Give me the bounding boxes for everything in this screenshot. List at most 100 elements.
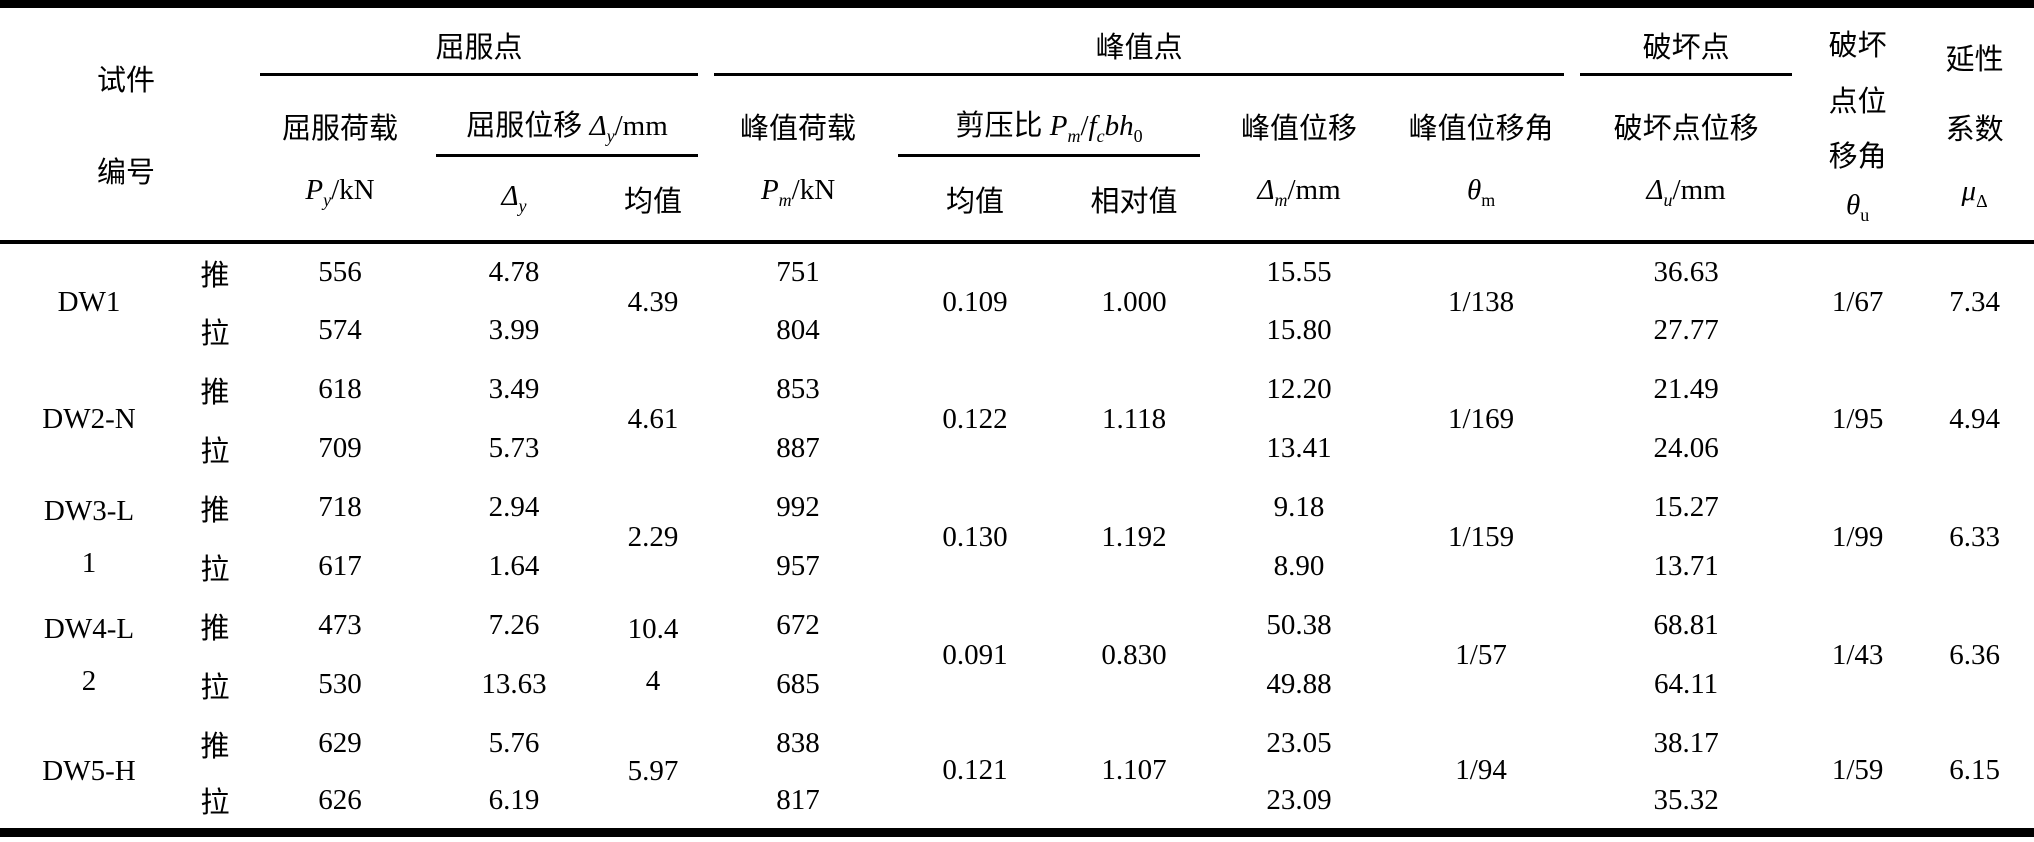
specimen-id-line: 1 — [81, 547, 97, 579]
ductility-cell: 6.33 — [1949, 520, 2000, 553]
table-body: DW1 推 556 4.78 4.39 751 0.109 1.000 15.5… — [0, 242, 2034, 832]
header-row-sub: 屈服荷载 Py/kN 屈服位移 Δy/mm 峰值荷载 Pm/kN 剪压比 Pm/… — [0, 76, 2034, 210]
specimen-id-line: DW3-L — [43, 495, 135, 527]
table-row: DW3-L 1 推 718 2.94 2.29 992 0.130 1.192 9… — [0, 478, 2034, 579]
table-row: DW5-H 推 629 5.76 5.97 838 0.121 1.107 23… — [0, 714, 2034, 787]
table-row: DW1 推 556 4.78 4.39 751 0.109 1.000 15.5… — [0, 242, 2034, 318]
ductility-cell: 6.15 — [1949, 754, 2000, 787]
failure-angle-cell: 1/67 — [1831, 285, 1884, 318]
peak-load-label: 峰值荷载 — [740, 113, 857, 146]
shear-relative-cell: 1.118 — [1101, 402, 1167, 435]
ductility-line: 延性 — [1945, 43, 2004, 76]
direction-cell: 推 — [200, 730, 230, 763]
failure-group-label: 破坏点 — [1580, 24, 1793, 76]
direction-cell: 拉 — [200, 317, 230, 350]
failure-disp-cell: 15.27 — [1653, 491, 1719, 523]
peak-disp-cell: 23.09 — [1266, 783, 1332, 816]
yield-disp-cell: 2.94 — [488, 491, 540, 523]
direction-cell: 推 — [200, 376, 230, 409]
shear-relative-cell: 1.107 — [1101, 754, 1167, 787]
peak-angle-cell: 1/159 — [1448, 520, 1515, 553]
peak-disp-cell: 15.80 — [1266, 314, 1332, 346]
specimen-id: DW2-N — [0, 360, 178, 478]
peak-load-cell: 887 — [776, 432, 820, 464]
direction-cell: 推 — [200, 494, 230, 527]
failure-disp-cell: 68.81 — [1653, 609, 1719, 641]
yield-mean-line: 10.4 — [627, 613, 679, 645]
ductility-symbol: μΔ — [1961, 175, 1988, 212]
peak-group-label: 峰值点 — [714, 24, 1565, 76]
table-row: DW4-L 2 推 473 7.26 10.4 4 672 0.091 0.830 … — [0, 596, 2034, 697]
failure-angle-cell: 1/95 — [1831, 402, 1884, 435]
specimen-header-line: 编号 — [97, 156, 156, 189]
failure-angle-cell: 1/59 — [1831, 754, 1884, 787]
col-header-ductility: 延性 系数 μΔ — [1915, 4, 2034, 242]
col-header-peak-load: 峰值荷载 Pm/kN — [706, 76, 890, 242]
peak-disp-cell: 9.18 — [1273, 491, 1325, 523]
failure-disp-header: 破坏点位移 Δu/mm — [1572, 78, 1800, 238]
yield-load-cell: 626 — [318, 783, 362, 816]
specimen-id: DW5-H — [0, 714, 178, 832]
col-header-failure-disp: 破坏点位移 Δu/mm — [1572, 76, 1800, 242]
peak-disp-cell: 23.05 — [1266, 727, 1332, 759]
peak-angle-cell: 1/169 — [1448, 402, 1515, 435]
failure-angle-symbol: θu — [1845, 189, 1870, 226]
failure-disp-cell: 24.06 — [1653, 432, 1719, 464]
ductility-cell: 7.34 — [1949, 285, 2000, 318]
yield-disp-cell: 3.99 — [488, 314, 540, 346]
specimen-id-line: DW2-N — [42, 403, 136, 435]
direction-cell: 拉 — [200, 553, 230, 586]
peak-disp-cell: 15.55 — [1266, 256, 1332, 288]
table-row: DW2-N 推 618 3.49 4.61 853 0.122 1.118 12… — [0, 360, 2034, 435]
specimen-id-line: DW4-L — [43, 613, 135, 645]
peak-disp-header: 峰值位移 Δm/mm — [1208, 78, 1390, 238]
col-header-peak-disp: 峰值位移 Δm/mm — [1208, 76, 1390, 242]
col-header-delta-y: Δy — [501, 180, 527, 216]
col-header-specimen: 试件 编号 — [0, 4, 252, 242]
failure-disp-cell: 64.11 — [1654, 668, 1719, 700]
table-row: 拉 574 3.99 804 15.80 27.77 — [0, 301, 2034, 360]
failure-disp-cell: 27.77 — [1653, 314, 1719, 346]
ductility-header: 延性 系数 μΔ — [1915, 8, 2034, 240]
peak-load-cell: 853 — [776, 373, 820, 405]
direction-cell: 拉 — [200, 787, 230, 820]
specimen-id: DW4-L 2 — [0, 596, 178, 714]
peak-load-symbol: Pm/kN — [760, 174, 836, 210]
ductility-line: 系数 — [1945, 113, 2004, 146]
yield-load-cell: 618 — [318, 373, 362, 405]
header-row-groups: 试件 编号 屈服点 峰值点 破坏点 破坏 点位 移角 θu — [0, 4, 2034, 225]
col-header-yield-disp: 屈服位移 Δy/mm — [428, 76, 706, 157]
yield-mean-cell: 4.39 — [600, 242, 706, 360]
col-group-peak-point: 峰值点 — [706, 4, 1572, 76]
yield-load-label: 屈服荷载 — [282, 113, 399, 146]
shear-mean-cell: 0.122 — [942, 402, 1008, 435]
peak-disp-cell: 13.41 — [1266, 432, 1332, 464]
yield-load-cell: 709 — [318, 432, 362, 464]
yield-load-header: 屈服荷载 Py/kN — [252, 78, 428, 238]
failure-disp-cell: 21.49 — [1653, 373, 1719, 405]
failure-disp-cell: 35.32 — [1653, 783, 1719, 816]
specimen-id-line: 2 — [81, 665, 97, 697]
failure-disp-label: 破坏点位移 — [1613, 113, 1759, 146]
shear-mean-cell: 0.121 — [942, 754, 1008, 787]
shear-relative-cell: 0.830 — [1101, 638, 1167, 671]
failure-angle-line: 点位 — [1828, 85, 1887, 118]
peak-disp-cell: 8.90 — [1273, 550, 1325, 582]
peak-disp-cell: 49.88 — [1266, 668, 1332, 700]
table-row: 拉 626 6.19 817 23.09 35.32 — [0, 773, 2034, 832]
failure-angle-cell: 1/99 — [1831, 520, 1884, 553]
yield-mean-line: 5.97 — [627, 754, 679, 787]
yield-mean-line: 4 — [645, 665, 661, 697]
failure-angle-line: 移角 — [1828, 141, 1887, 174]
shear-ratio-label: 剪压比 Pm/fcbh0 — [898, 102, 1201, 157]
ductility-cell: 6.36 — [1949, 638, 2000, 671]
table-header: 试件 编号 屈服点 峰值点 破坏点 破坏 点位 移角 θu — [0, 4, 2034, 242]
yield-mean-cell: 4.61 — [600, 360, 706, 478]
peak-angle-cell: 1/94 — [1455, 754, 1507, 787]
direction-cell: 推 — [200, 612, 230, 645]
failure-disp-cell: 13.71 — [1653, 550, 1719, 582]
yield-disp-cell: 6.19 — [488, 783, 540, 816]
col-header-shear-mean: 均值 — [946, 185, 1005, 218]
specimen-id: DW3-L 1 — [0, 478, 178, 596]
